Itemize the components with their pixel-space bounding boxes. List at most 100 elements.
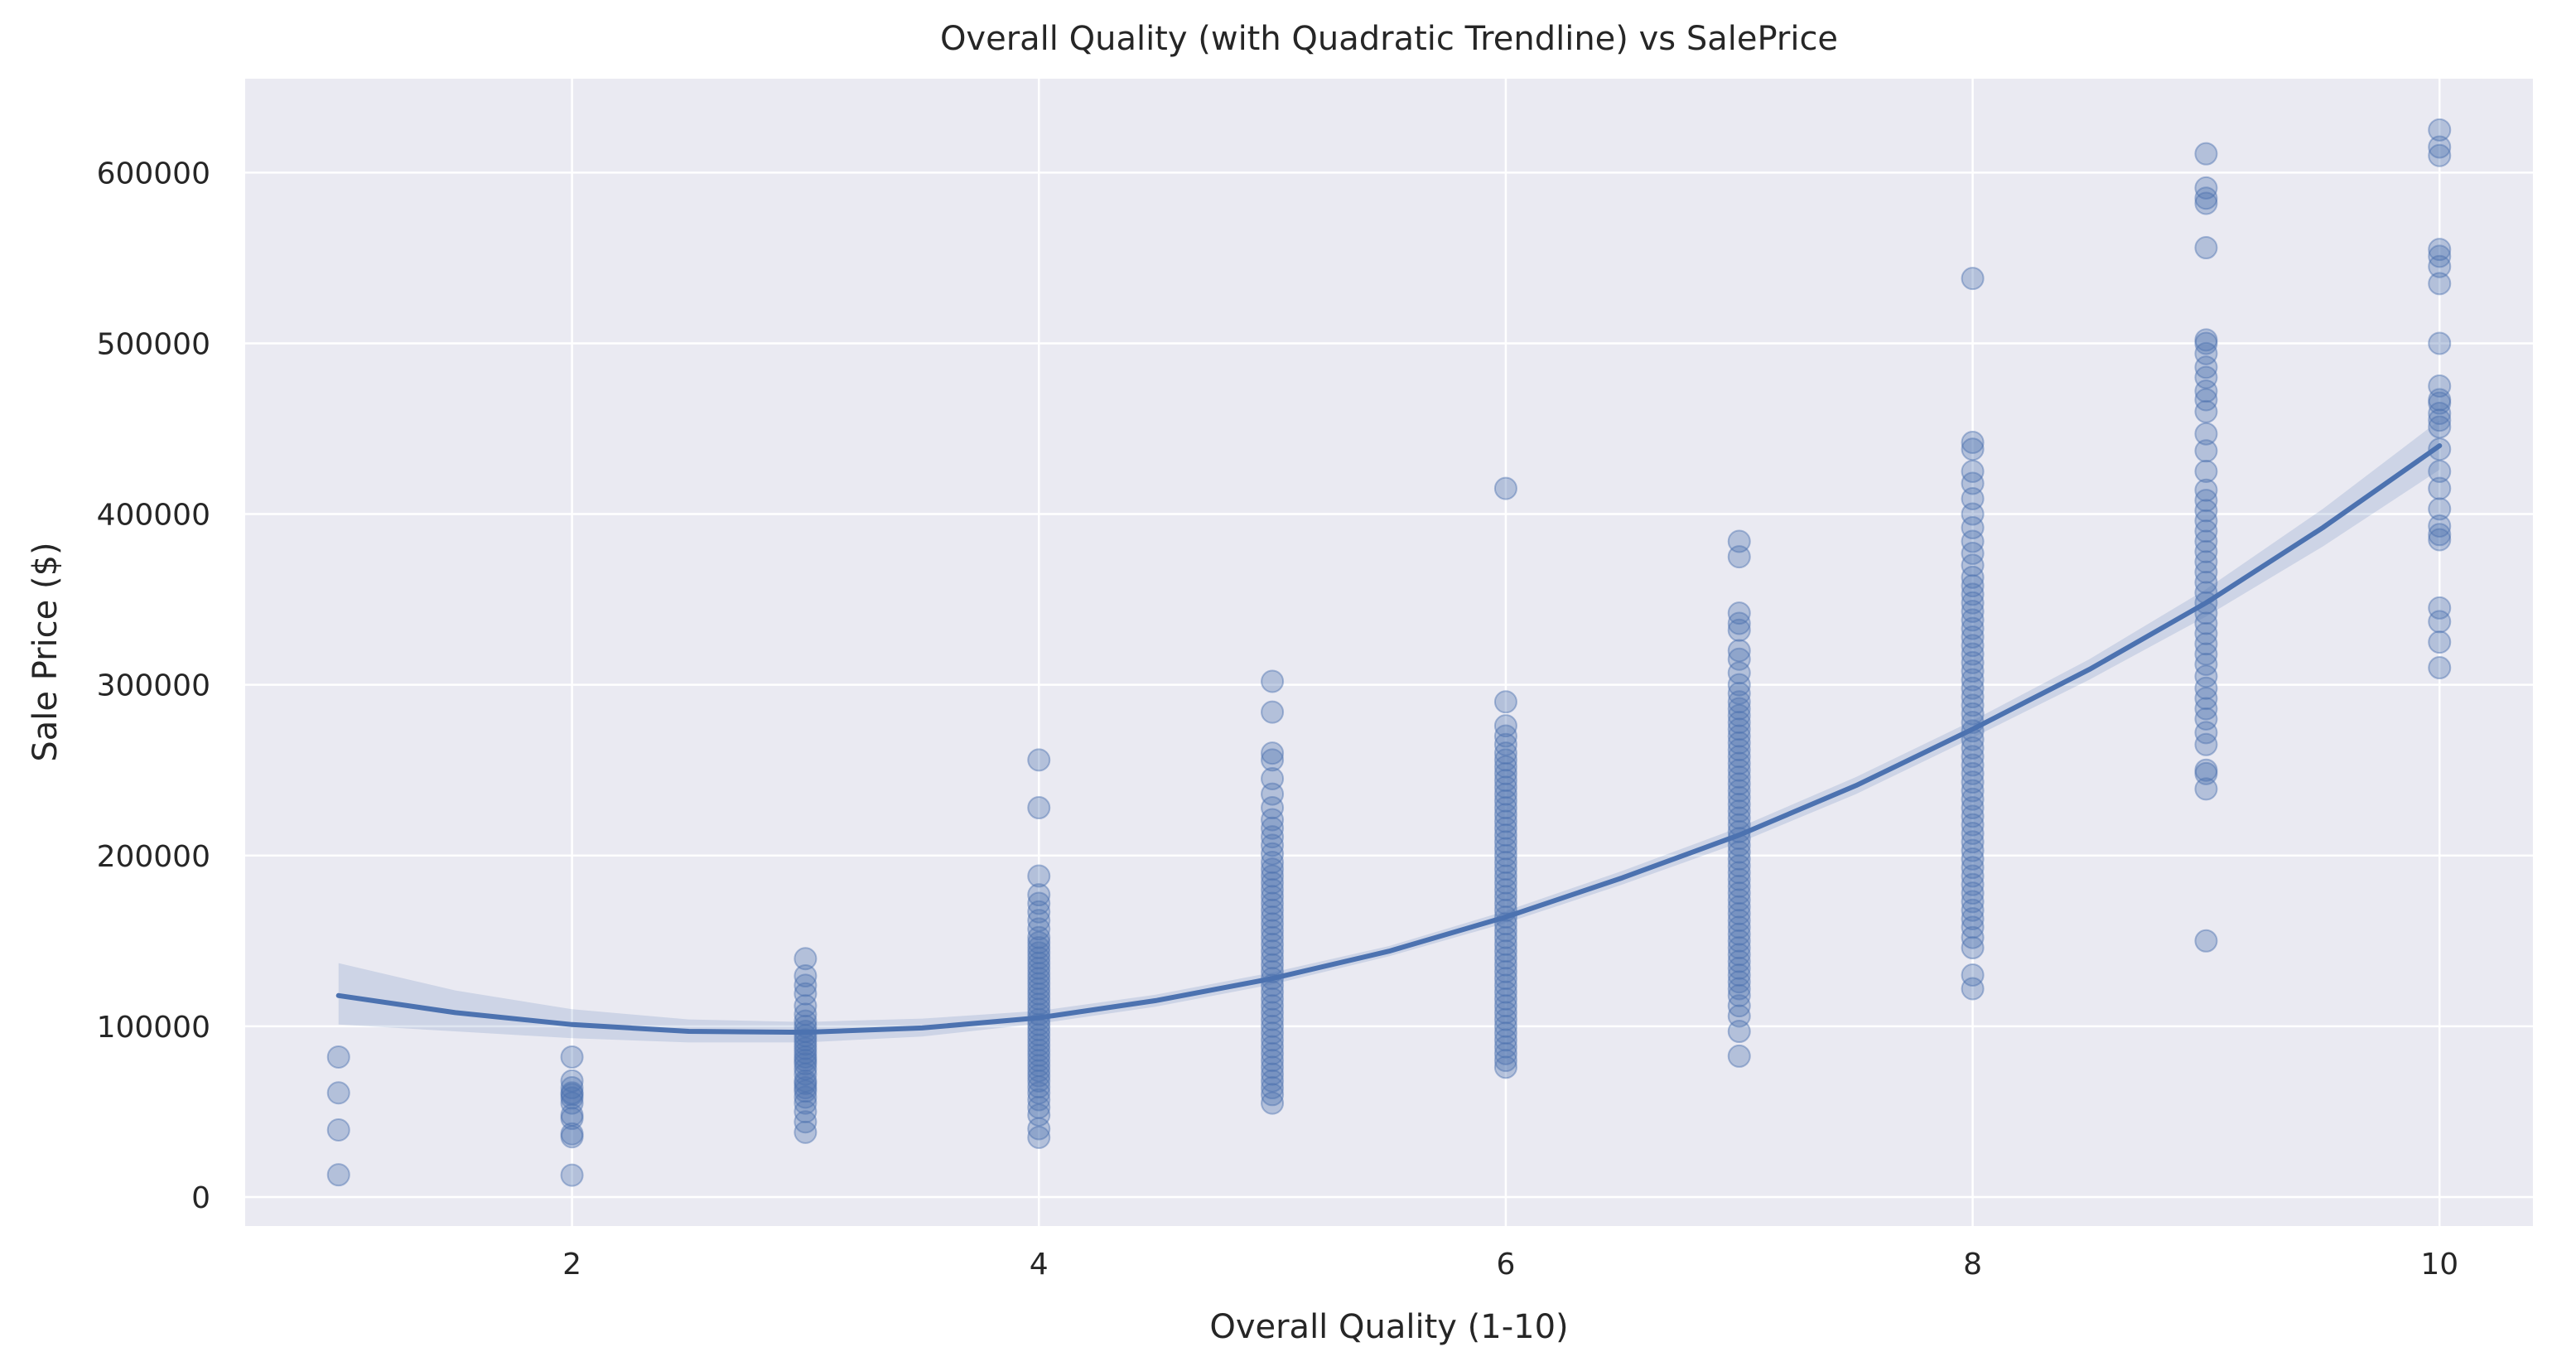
- data-point: [2194, 519, 2218, 543]
- data-point: [1961, 796, 1985, 820]
- data-point: [1961, 642, 1985, 666]
- data-point: [2428, 460, 2452, 484]
- data-point: [1027, 883, 1051, 907]
- data-point: [1961, 487, 1985, 511]
- data-point: [560, 1083, 584, 1107]
- data-point: [1727, 711, 1751, 735]
- data-point: [1261, 767, 1285, 791]
- data-point: [1961, 753, 1985, 777]
- data-point: [1727, 1004, 1751, 1028]
- data-point: [1727, 681, 1751, 705]
- data-point: [1961, 745, 1985, 769]
- data-point: [1027, 1028, 1051, 1052]
- data-point: [1727, 895, 1751, 919]
- data-point: [1727, 703, 1751, 727]
- data-point: [1727, 772, 1751, 796]
- data-point: [1027, 1095, 1051, 1119]
- data-point: [1493, 690, 1517, 714]
- data-point: [794, 1040, 818, 1064]
- data-point: [1727, 806, 1751, 830]
- data-point: [2194, 732, 2218, 756]
- data-point: [2194, 388, 2218, 412]
- data-point: [1727, 751, 1751, 775]
- data-point: [1027, 1054, 1051, 1078]
- data-point: [2194, 379, 2218, 403]
- data-point: [1493, 476, 1517, 500]
- data-point: [1727, 737, 1751, 761]
- data-point: [1961, 685, 1985, 709]
- data-point: [1961, 608, 1985, 632]
- data-point: [1961, 963, 1985, 987]
- y-tick-label: 200000: [97, 840, 210, 874]
- data-point: [2194, 191, 2218, 215]
- data-point: [1261, 857, 1285, 881]
- data-point: [1027, 977, 1051, 1001]
- data-point: [1727, 881, 1751, 905]
- data-point: [1027, 946, 1051, 970]
- data-point: [2428, 514, 2452, 538]
- data-point: [1027, 956, 1051, 980]
- data-point: [1961, 502, 1985, 526]
- data-point: [1727, 854, 1751, 878]
- data-point: [1961, 582, 1985, 606]
- data-point: [1493, 761, 1517, 785]
- data-point: [1961, 574, 1985, 598]
- data-point: [2428, 415, 2452, 439]
- data-point: [2428, 523, 2452, 547]
- data-point: [1961, 471, 1985, 495]
- data-point: [2428, 272, 2452, 296]
- data-point: [2194, 550, 2218, 574]
- data-point: [1727, 874, 1751, 898]
- data-point: [1027, 982, 1051, 1006]
- data-point: [1961, 625, 1985, 649]
- data-point: [1261, 825, 1285, 849]
- data-point: [1727, 929, 1751, 953]
- data-point: [1727, 956, 1751, 980]
- trendline-path: [335, 443, 2443, 1035]
- data-point: [1261, 782, 1285, 806]
- data-point: [1261, 1055, 1285, 1079]
- data-point: [1727, 731, 1751, 755]
- scatter-points: [326, 118, 2452, 1187]
- data-point: [1261, 816, 1285, 840]
- data-point: [1261, 741, 1285, 765]
- data-point: [560, 1076, 584, 1100]
- data-point: [794, 1110, 818, 1134]
- data-point: [1961, 702, 1985, 726]
- data-point: [560, 1122, 584, 1146]
- data-point: [1493, 994, 1517, 1018]
- y-tick-label: 600000: [97, 157, 210, 191]
- data-point: [2194, 236, 2218, 260]
- data-point: [1261, 953, 1285, 977]
- data-point: [1027, 1088, 1051, 1112]
- data-point: [2194, 489, 2218, 513]
- data-point: [1727, 977, 1751, 1001]
- data-point: [1727, 745, 1751, 769]
- data-point: [326, 1081, 350, 1105]
- data-point: [1027, 1049, 1051, 1073]
- data-point: [2428, 408, 2452, 432]
- data-point: [794, 947, 818, 971]
- data-point: [1727, 661, 1751, 685]
- data-point: [2194, 460, 2218, 484]
- data-point: [1493, 1035, 1517, 1059]
- data-point: [1961, 779, 1985, 803]
- data-point: [1027, 796, 1051, 820]
- data-point: [1027, 961, 1051, 985]
- data-point: [1027, 941, 1051, 965]
- data-point: [794, 1057, 818, 1081]
- data-point: [1961, 565, 1985, 589]
- data-point: [2428, 610, 2452, 634]
- data-point: [1027, 992, 1051, 1016]
- data-point: [1493, 830, 1517, 854]
- data-point: [2428, 135, 2452, 159]
- data-point: [2428, 630, 2452, 654]
- data-point: [1261, 905, 1285, 929]
- data-point: [560, 1125, 584, 1149]
- data-point: [1261, 1014, 1285, 1038]
- data-point: [1961, 267, 1985, 291]
- y-tick-label: 500000: [97, 327, 210, 361]
- data-point: [1493, 789, 1517, 813]
- data-point: [1027, 1069, 1051, 1093]
